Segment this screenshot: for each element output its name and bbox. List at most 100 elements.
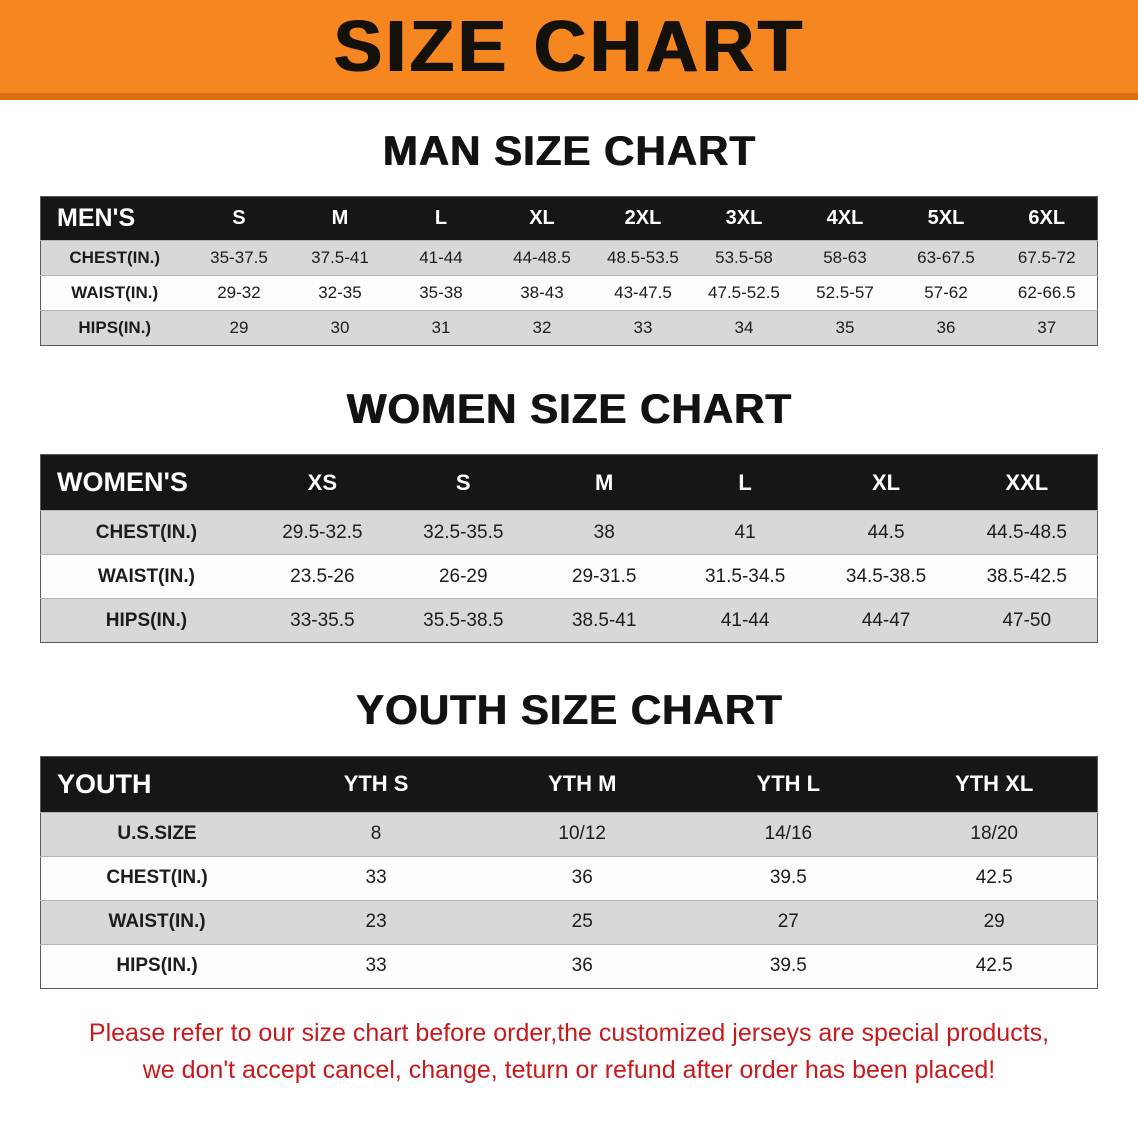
size-column-header: S — [232, 207, 246, 230]
table-row: CHEST(IN.) 33 36 39.5 42.5 — [40, 856, 1098, 901]
size-value-cell: 57-62 — [924, 283, 968, 303]
size-column-header: YTH S — [343, 771, 409, 797]
table-row: U.S.SIZE 8 10/12 14/16 18/20 — [40, 812, 1098, 857]
page-title: SIZE CHART — [333, 6, 805, 87]
men-size-table: MEN'S S M L XL 2XL 3XL 4XL 5XL 6XL CHEST(IN.) 35-37… — [40, 196, 1098, 347]
size-column-header: 3XL — [725, 207, 763, 230]
size-value-cell: 67.5-72 — [1017, 248, 1076, 268]
table-header-row: YOUTH YTH S YTH M YTH L YTH XL — [40, 756, 1098, 813]
size-value-cell: 48.5-53.5 — [607, 248, 679, 268]
size-value-cell: 26-29 — [438, 565, 488, 587]
size-column-header: XS — [307, 469, 338, 495]
size-chart-page: SIZE CHART MAN SIZE CHART MEN'S S M L XL 2XL 3… — [0, 0, 1138, 1085]
size-value-cell: 27 — [777, 911, 799, 933]
youth-size-table: YOUTH YTH S YTH M YTH L YTH XL U.S.SIZE 8 10/12… — [40, 755, 1098, 989]
size-value-cell: 32-35 — [318, 283, 362, 303]
size-value-cell: 37 — [1037, 318, 1057, 338]
disclaimer-line-2: we don't accept cancel, change, teturn o… — [142, 1056, 996, 1085]
size-value-cell: 38.5-41 — [571, 609, 637, 631]
size-value-cell: 30 — [330, 318, 350, 338]
size-value-cell: 38-43 — [520, 283, 564, 303]
table-header-row: MEN'S S M L XL 2XL 3XL 4XL 5XL 6XL — [40, 196, 1098, 241]
size-value-cell: 43-47.5 — [614, 283, 672, 303]
disclaimer-line-1: Please refer to our size chart before or… — [88, 1018, 1050, 1047]
size-column-header: XL — [871, 469, 901, 495]
size-value-cell: 10/12 — [558, 823, 606, 845]
men-size-section: MAN SIZE CHART MEN'S S M L XL 2XL 3XL 4XL 5XL 6XL… — [0, 127, 1138, 347]
size-value-cell: 8 — [370, 823, 382, 845]
size-value-cell: 58-63 — [823, 248, 867, 268]
youth-chart-heading: YOUTH SIZE CHART — [355, 686, 783, 734]
row-label: WAIST(IN.) — [71, 283, 159, 303]
size-column-header: M — [331, 207, 349, 230]
size-value-cell: 32 — [532, 318, 552, 338]
size-value-cell: 53.5-58 — [715, 248, 773, 268]
size-value-cell: 31.5-34.5 — [704, 565, 786, 587]
size-column-header: 2XL — [624, 207, 662, 230]
size-column-header: 4XL — [826, 207, 864, 230]
row-label: U.S.SIZE — [117, 823, 197, 845]
size-value-cell: 36 — [571, 955, 593, 977]
size-column-header: YTH M — [547, 771, 617, 797]
row-label: CHEST(IN.) — [69, 248, 161, 268]
size-value-cell: 29-32 — [217, 283, 261, 303]
size-column-header: S — [455, 469, 471, 495]
table-header-row: WOMEN'S XS S M L XL XXL — [40, 454, 1098, 511]
banner: SIZE CHART — [0, 0, 1138, 100]
row-label: WAIST(IN.) — [108, 911, 206, 933]
size-value-cell: 35.5-38.5 — [423, 609, 504, 631]
size-value-cell: 42.5 — [975, 955, 1013, 977]
table-group-label: MEN'S — [57, 204, 136, 233]
women-size-table: WOMEN'S XS S M L XL XXL CHEST(IN.) 29.5-32.5 32.5… — [40, 454, 1098, 644]
size-value-cell: 29-31.5 — [571, 565, 637, 587]
size-column-header: XXL — [1005, 469, 1049, 495]
size-value-cell: 31 — [431, 318, 451, 338]
size-column-header: YTH L — [756, 771, 821, 797]
women-chart-heading: WOMEN SIZE CHART — [346, 385, 792, 433]
size-value-cell: 39.5 — [769, 867, 807, 889]
size-value-cell: 33 — [365, 955, 387, 977]
table-row: HIPS(IN.) 33-35.5 35.5-38.5 38.5-41 41-44 44-… — [40, 598, 1098, 643]
size-value-cell: 52.5-57 — [816, 283, 874, 303]
row-label: HIPS(IN.) — [105, 609, 188, 631]
size-value-cell: 63-67.5 — [917, 248, 975, 268]
row-label: WAIST(IN.) — [97, 565, 195, 587]
size-value-cell: 62-66.5 — [1017, 283, 1076, 303]
size-value-cell: 14/16 — [764, 823, 813, 845]
size-value-cell: 23.5-26 — [290, 565, 355, 587]
row-label: HIPS(IN.) — [78, 318, 152, 338]
size-value-cell: 38.5-42.5 — [986, 565, 1067, 587]
table-group-label: WOMEN'S — [57, 467, 188, 498]
size-value-cell: 29.5-32.5 — [282, 521, 363, 543]
table-group-label: YOUTH — [57, 768, 152, 799]
row-label: CHEST(IN.) — [106, 867, 208, 889]
size-value-cell: 36 — [936, 318, 956, 338]
women-size-section: WOMEN SIZE CHART WOMEN'S XS S M L XL XXL CHEST(… — [0, 385, 1138, 644]
table-row: WAIST(IN.) 29-32 32-35 35-38 38-43 43-47.5 47.… — [40, 275, 1098, 311]
table-row: CHEST(IN.) 29.5-32.5 32.5-35.5 38 41 44.5 44.5… — [40, 510, 1098, 555]
row-label: HIPS(IN.) — [116, 955, 198, 977]
size-value-cell: 38 — [593, 521, 615, 543]
size-value-cell: 32.5-35.5 — [423, 521, 504, 543]
table-row: HIPS(IN.) 33 36 39.5 42.5 — [40, 944, 1098, 989]
size-value-cell: 29 — [229, 318, 249, 338]
size-column-header: 5XL — [927, 207, 965, 230]
size-column-header: 6XL — [1028, 207, 1066, 230]
size-value-cell: 33-35.5 — [290, 609, 355, 631]
size-value-cell: 44-48.5 — [513, 248, 571, 268]
size-value-cell: 37.5-41 — [311, 248, 369, 268]
size-value-cell: 18/20 — [970, 823, 1018, 845]
row-label: CHEST(IN.) — [95, 521, 198, 543]
size-column-header: L — [434, 207, 448, 230]
size-column-header: YTH XL — [955, 771, 1034, 797]
table-row: WAIST(IN.) 23 25 27 29 — [40, 900, 1098, 945]
size-value-cell: 33 — [365, 867, 387, 889]
size-value-cell: 34 — [734, 318, 754, 338]
table-row: WAIST(IN.) 23.5-26 26-29 29-31.5 31.5-34.5 34… — [40, 554, 1098, 599]
youth-size-section: YOUTH SIZE CHART YOUTH YTH S YTH M YTH L YTH… — [0, 686, 1138, 989]
size-value-cell: 35-38 — [419, 283, 463, 303]
size-value-cell: 29 — [983, 911, 1005, 933]
size-value-cell: 25 — [571, 911, 593, 933]
size-value-cell: 33 — [633, 318, 653, 338]
size-value-cell: 44.5-48.5 — [986, 521, 1067, 543]
